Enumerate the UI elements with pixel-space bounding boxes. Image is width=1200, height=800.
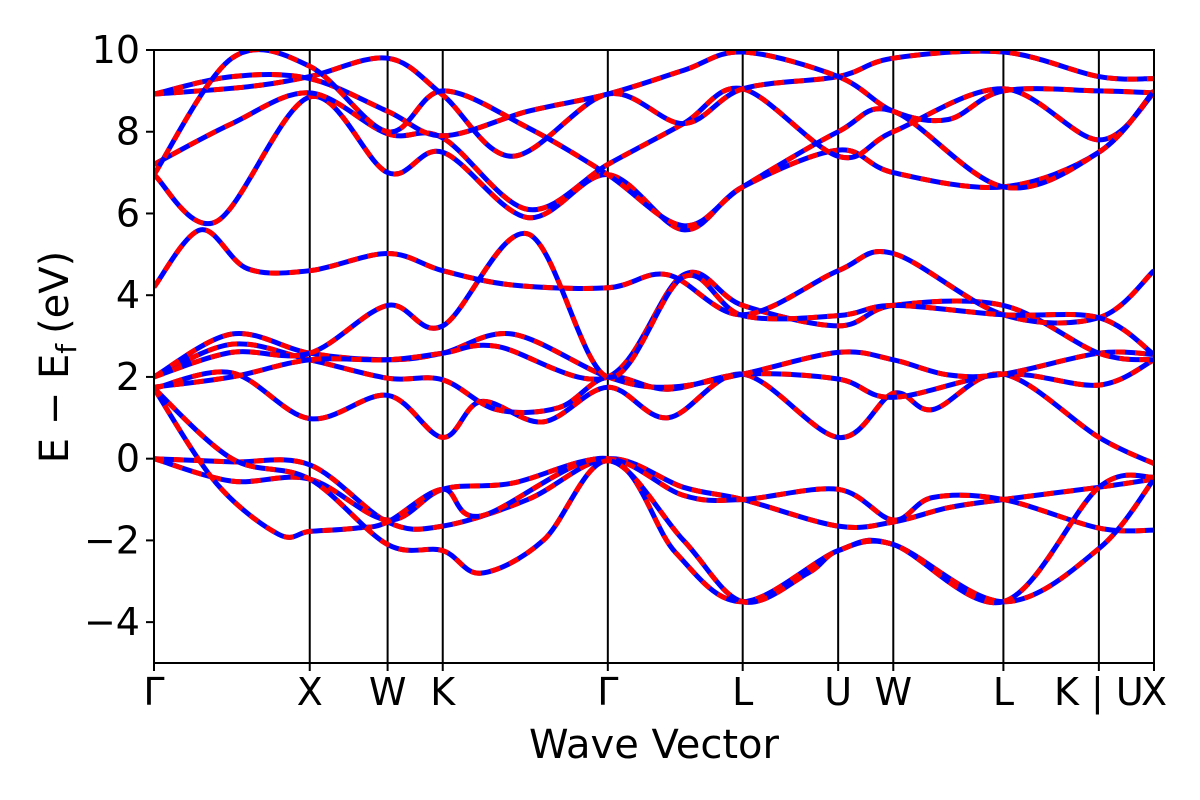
y-axis-label-main: E − E	[32, 354, 78, 464]
y-axis-ticks: −4 −2 0 2 4 6 8 10	[84, 28, 154, 644]
x-tick-label: K | U	[1054, 670, 1144, 715]
band-line-dashed	[154, 456, 1154, 532]
x-tick-label: Γ	[597, 670, 618, 714]
band-line-dashed	[154, 50, 1154, 229]
x-tick-label: X	[297, 670, 323, 714]
x-tick-label: K	[430, 670, 456, 714]
x-tick-label: L	[732, 670, 753, 714]
y-tick-label: 6	[116, 191, 140, 235]
band-line-dashed	[154, 85, 1154, 213]
band-line-solid	[154, 456, 1154, 534]
plot-frame	[153, 49, 1155, 664]
y-tick-label: 0	[116, 437, 140, 481]
y-tick-label: 8	[116, 110, 140, 154]
y-tick-label: −4	[84, 600, 140, 644]
y-axis-label: E − Ef (eV)	[32, 251, 83, 464]
x-tick-label: Γ	[143, 670, 164, 714]
band-line-dashed	[154, 369, 1154, 466]
x-tick-label: W	[875, 670, 913, 714]
y-tick-label: 2	[116, 355, 140, 399]
x-tick-label: L	[993, 670, 1014, 714]
y-axis-label-subscript: f	[50, 343, 83, 354]
y-tick-label: 4	[116, 273, 140, 317]
y-axis-label-unit: (eV)	[32, 251, 78, 334]
x-tick-label: X	[1141, 670, 1167, 714]
x-axis-label: Wave Vector	[529, 722, 780, 768]
band-line-solid	[154, 387, 1154, 605]
band-lines	[154, 50, 1154, 606]
band-line-dashed	[154, 89, 1154, 233]
band-line-dashed	[154, 231, 1154, 380]
band-line-dashed	[154, 386, 1154, 606]
y-tick-label: −2	[84, 518, 140, 562]
x-tick-label: U	[824, 670, 852, 714]
y-tick-label: 10	[92, 28, 140, 72]
band-line-dashed	[154, 50, 1154, 159]
band-line-dashed	[154, 330, 1154, 390]
band-line-dashed	[154, 227, 1154, 326]
x-tick-label: W	[369, 670, 407, 714]
